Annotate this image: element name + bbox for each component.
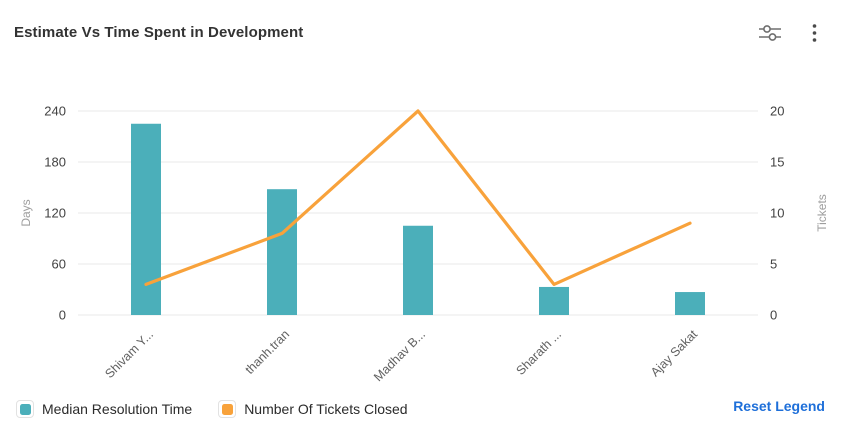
left-axis-tick-label: 180 [44, 155, 66, 170]
category-label: Sharath ... [513, 327, 564, 378]
right-axis-tick-label: 20 [770, 104, 784, 119]
legend-item-number-of-tickets-closed[interactable]: Number Of Tickets Closed [218, 400, 408, 418]
category-label: Ajay Sakat [648, 327, 701, 380]
bar-median-resolution-time[interactable] [403, 225, 433, 315]
kebab-menu-icon[interactable] [801, 22, 827, 44]
right-axis-tick-label: 15 [770, 155, 784, 170]
category-label: Shivam Y... [102, 327, 156, 381]
reset-legend-link[interactable]: Reset Legend [733, 398, 825, 414]
left-axis-tick-label: 0 [59, 308, 66, 323]
bar-median-resolution-time[interactable] [131, 123, 161, 315]
line-number-of-tickets-closed[interactable] [144, 109, 692, 286]
legend-label: Median Resolution Time [42, 401, 193, 417]
combo-chart: 0 60 120 180 240 0 5 10 15 20 Days Tickets Shivam Y.… [19, 104, 829, 385]
header-actions [757, 22, 827, 44]
bar-median-resolution-time[interactable] [539, 286, 569, 315]
chart-card-header: Estimate Vs Time Spent in Development [0, 0, 841, 56]
category-label: Madhav B... [371, 327, 428, 384]
chart-title: Estimate Vs Time Spent in Development [14, 24, 304, 41]
category-label: thanh.tran [242, 327, 292, 377]
filter-sliders-icon[interactable] [757, 22, 783, 44]
legend-swatch-bar-series [16, 400, 34, 418]
right-axis-tick-label: 5 [770, 257, 777, 272]
right-axis-tick-label: 10 [770, 206, 784, 221]
legend-item-median-resolution-time[interactable]: Median Resolution Time [16, 400, 192, 418]
bar-median-resolution-time[interactable] [267, 189, 297, 315]
left-axis-tick-label: 120 [44, 206, 66, 221]
left-axis-tick-label: 60 [52, 257, 66, 272]
left-axis-tick-label: 240 [44, 104, 66, 119]
legend-swatch-line-series [218, 400, 237, 418]
right-axis-name: Tickets [815, 194, 829, 232]
chart-legend: Median Resolution Time Number Of Tickets… [16, 396, 825, 422]
left-axis-name: Days [19, 199, 33, 226]
legend-label: Number Of Tickets Closed [244, 401, 408, 417]
bar-median-resolution-time[interactable] [675, 292, 705, 315]
right-axis-tick-label: 0 [770, 308, 777, 323]
